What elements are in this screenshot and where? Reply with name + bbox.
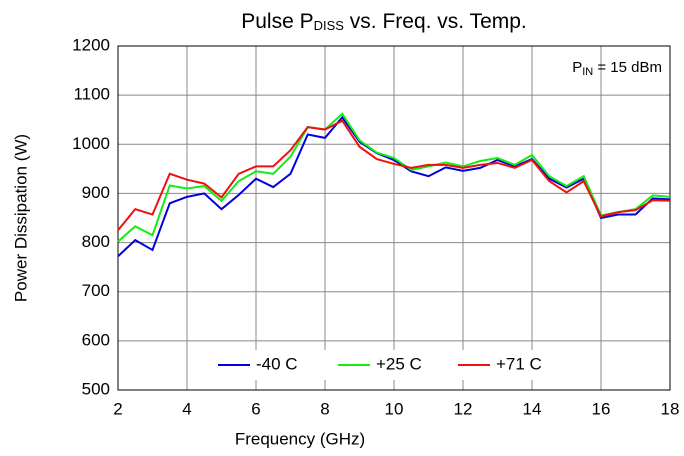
y-tick-label: 600	[82, 330, 110, 349]
y-tick-label: 1000	[72, 134, 110, 153]
x-tick-label: 2	[113, 399, 122, 418]
x-tick-label: 12	[454, 399, 473, 418]
legend-label: +71 C	[496, 354, 542, 373]
x-tick-label: 18	[661, 399, 680, 418]
y-tick-label: 1100	[73, 85, 110, 104]
y-axis-label: Power Dissipation (W)	[11, 134, 30, 302]
legend-box	[210, 350, 576, 380]
y-tick-label: 900	[82, 183, 110, 202]
chart-title: Pulse PDISS vs. Freq. vs. Temp.	[241, 10, 527, 34]
data-line	[117, 112, 671, 243]
x-tick-label: 6	[251, 399, 260, 418]
data-line	[117, 119, 671, 231]
annotation-part: P	[572, 59, 582, 76]
x-tick-label: 16	[592, 399, 611, 418]
x-axis-label: Frequency (GHz)	[235, 429, 365, 448]
y-tick-label: 800	[82, 232, 110, 251]
x-tick-label: 8	[320, 399, 329, 418]
plot-frame	[117, 45, 671, 391]
y-tick-label: 500	[82, 379, 110, 398]
legend-label: -40 C	[256, 354, 298, 373]
annotation-part: IN	[582, 66, 593, 78]
annotation-part: = 15 dBm	[593, 59, 662, 76]
x-tick-label: 4	[182, 399, 191, 418]
y-tick-label: 1200	[72, 35, 110, 54]
x-tick-label: 10	[385, 399, 404, 418]
annotation: PIN = 15 dBm	[572, 59, 662, 78]
data-line	[117, 115, 671, 258]
legend-label: +25 C	[376, 354, 422, 373]
x-tick-label: 14	[523, 399, 542, 418]
y-tick-label: 700	[82, 281, 110, 300]
